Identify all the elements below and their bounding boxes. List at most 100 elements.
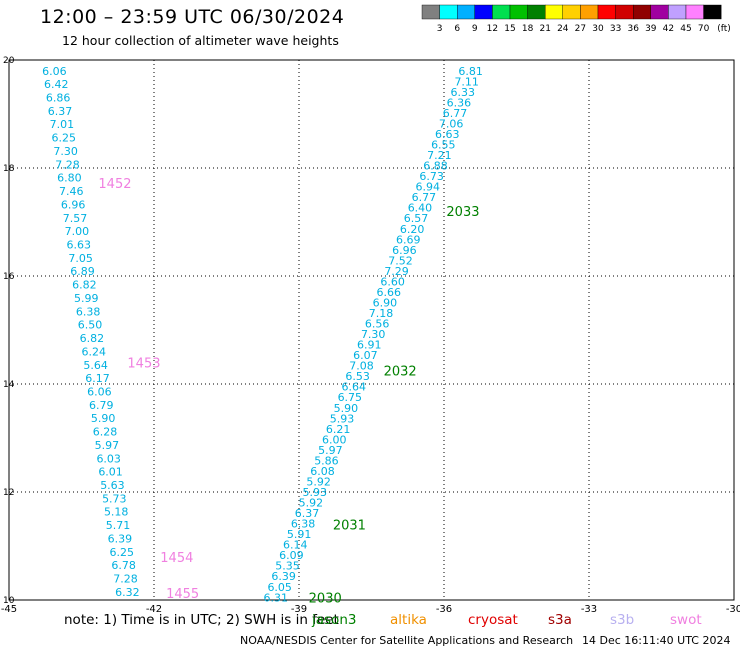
wave-height-point: 5.73 xyxy=(102,492,127,505)
legend-altika: altika xyxy=(390,612,427,628)
wave-height-point: 6.82 xyxy=(72,279,97,292)
legend-cryosat: cryosat xyxy=(468,612,518,628)
wave-height-point: 6.63 xyxy=(67,239,92,252)
colorbar-cell xyxy=(509,4,528,20)
colorbar-label: 3 xyxy=(437,24,443,34)
wave-height-point: 6.57 xyxy=(404,212,429,225)
wave-height-point: 6.14 xyxy=(283,539,308,552)
wave-height-point: 5.93 xyxy=(330,412,355,425)
wave-height-point: 6.89 xyxy=(70,265,95,278)
wave-height-point: 7.52 xyxy=(388,254,413,267)
colorbar-label: 27 xyxy=(575,24,586,34)
wave-height-point: 5.97 xyxy=(95,439,120,452)
wave-height-point: 6.08 xyxy=(310,465,335,478)
x-tick-label: -42 xyxy=(146,604,162,615)
footer-credit: NOAA/NESDIS Center for Satellite Applica… xyxy=(240,634,574,647)
y-tick-label: 14 xyxy=(3,380,15,390)
wave-height-point: 7.28 xyxy=(113,573,138,586)
wave-height-point: 7.29 xyxy=(384,265,409,278)
colorbar-unit: (ft) xyxy=(717,24,731,34)
colorbar-cell xyxy=(545,4,564,20)
colorbar-cell xyxy=(668,4,687,20)
wave-height-point: 6.06 xyxy=(42,65,67,78)
wave-height-point: 7.05 xyxy=(68,252,93,265)
wave-height-point: 6.69 xyxy=(396,233,421,246)
wave-height-point: 6.00 xyxy=(322,433,347,446)
wave-height-point: 6.94 xyxy=(415,181,440,194)
colorbar-label: 45 xyxy=(680,24,691,34)
colorbar-cell xyxy=(703,4,722,20)
wave-height-point: 7.18 xyxy=(369,307,394,320)
footer-timestamp: 14 Dec 16:11:40 UTC 2024 xyxy=(582,634,731,647)
wave-height-point: 6.75 xyxy=(338,391,363,404)
wave-height-point: 5.63 xyxy=(100,479,125,492)
colorbar-label: 6 xyxy=(454,24,460,34)
colorbar-cell xyxy=(597,4,616,20)
pass-time-label: 2030 xyxy=(309,591,342,606)
wave-height-point: 5.93 xyxy=(303,486,328,499)
wave-height-point: 5.90 xyxy=(91,412,116,425)
wave-height-point: 5.99 xyxy=(74,292,99,305)
colorbar-cell xyxy=(580,4,599,20)
wave-height-point: 6.36 xyxy=(447,96,472,109)
wave-height-point: 7.57 xyxy=(63,212,88,225)
wave-height-point: 6.90 xyxy=(373,296,398,309)
wave-height-point: 5.71 xyxy=(106,519,131,532)
legend-swot: swot xyxy=(670,612,702,628)
wave-height-point: 6.05 xyxy=(267,581,292,594)
wave-height-point: 6.50 xyxy=(78,319,103,332)
wave-height-point: 6.42 xyxy=(44,78,69,91)
x-tick-label: -33 xyxy=(581,604,597,615)
wave-height-point: 5.64 xyxy=(83,359,108,372)
colorbar-label: 39 xyxy=(645,24,657,34)
wave-height-point: 6.60 xyxy=(380,275,405,288)
colorbar-label: 36 xyxy=(627,24,639,34)
colorbar-cell xyxy=(492,4,511,20)
legend-s3b: s3b xyxy=(610,612,635,628)
wave-height-point: 6.32 xyxy=(115,586,140,599)
colorbar-label: 42 xyxy=(663,24,674,34)
wave-height-point: 5.91 xyxy=(287,528,312,541)
colorbar-label: 18 xyxy=(522,24,534,34)
pass-time-label: 2031 xyxy=(333,518,366,533)
colorbar-cell xyxy=(615,4,634,20)
colorbar-cell xyxy=(633,4,652,20)
legend-jason3: jason3 xyxy=(312,612,357,628)
wave-height-point: 7.28 xyxy=(55,158,80,171)
wave-height-point: 7.11 xyxy=(454,75,479,88)
wave-height-point: 6.88 xyxy=(423,160,448,173)
wave-height-point: 5.35 xyxy=(275,560,300,573)
wave-height-point: 6.28 xyxy=(93,426,118,439)
wave-height-point: 5.90 xyxy=(334,402,359,415)
wave-height-point: 6.17 xyxy=(85,372,110,385)
colorbar-cell xyxy=(527,4,546,20)
wave-height-point: 6.77 xyxy=(412,191,437,204)
chart-title: 12:00 – 23:59 UTC 06/30/2024 xyxy=(40,6,345,28)
wave-height-point: 7.08 xyxy=(349,360,374,373)
chart-subtitle: 12 hour collection of altimeter wave hei… xyxy=(62,33,339,48)
wave-height-point: 6.33 xyxy=(451,86,476,99)
wave-height-point: 5.92 xyxy=(306,475,331,488)
wave-height-point: 6.39 xyxy=(271,570,296,583)
colorbar-label: 33 xyxy=(610,24,621,34)
wave-height-point: 6.63 xyxy=(435,128,460,141)
wave-height-point: 6.21 xyxy=(326,423,351,436)
y-tick-label: 16 xyxy=(3,272,15,282)
colorbar-cell xyxy=(474,4,493,20)
wave-height-point: 7.01 xyxy=(50,118,75,131)
wave-height-point: 6.20 xyxy=(400,223,425,236)
colorbar-cell xyxy=(650,4,669,20)
footer-note: note: 1) Time is in UTC; 2) SWH is in fe… xyxy=(64,612,339,628)
pass-time-label: 1452 xyxy=(98,177,131,192)
wave-height-point: 7.46 xyxy=(59,185,84,198)
wave-height-point: 6.01 xyxy=(98,466,123,479)
x-tick-label: -36 xyxy=(436,604,452,615)
wave-height-point: 6.82 xyxy=(80,332,105,345)
x-tick-label: -30 xyxy=(726,604,740,615)
wave-height-point: 6.80 xyxy=(57,172,82,185)
wave-height-point: 5.92 xyxy=(299,497,324,510)
legend-s3a: s3a xyxy=(548,612,572,628)
wave-height-point: 7.30 xyxy=(53,145,78,158)
wave-height-point: 6.06 xyxy=(87,385,112,398)
colorbar-cell xyxy=(562,4,581,20)
